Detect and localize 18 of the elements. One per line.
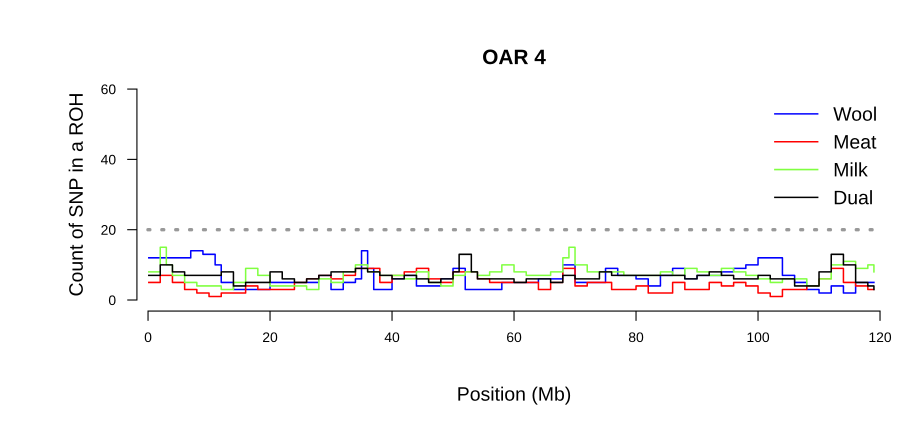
x-tick-label: 80 — [628, 332, 644, 342]
legend-label: Milk — [834, 162, 868, 176]
x-axis-title: Position (Mb) — [458, 386, 570, 405]
chart-title: OAR 4 — [483, 50, 546, 64]
x-tick-label: 20 — [263, 332, 278, 342]
x-tick-label: 60 — [507, 332, 522, 342]
y-tick-label: 0 — [108, 295, 116, 306]
y-axis-title: Count of SNP in a ROH — [68, 94, 83, 296]
y-tick-label: 60 — [101, 84, 116, 94]
x-tick-label: 0 — [144, 332, 152, 342]
y-tick-label: 20 — [101, 225, 116, 235]
legend-label: Dual — [834, 190, 872, 204]
x-tick-label: 100 — [748, 332, 770, 342]
y-tick-label: 40 — [100, 154, 116, 165]
x-tick-label: 40 — [384, 332, 400, 342]
legend-label: Wool — [833, 106, 876, 121]
legend-label: Meat — [834, 135, 876, 149]
x-tick-label: 120 — [870, 332, 892, 342]
